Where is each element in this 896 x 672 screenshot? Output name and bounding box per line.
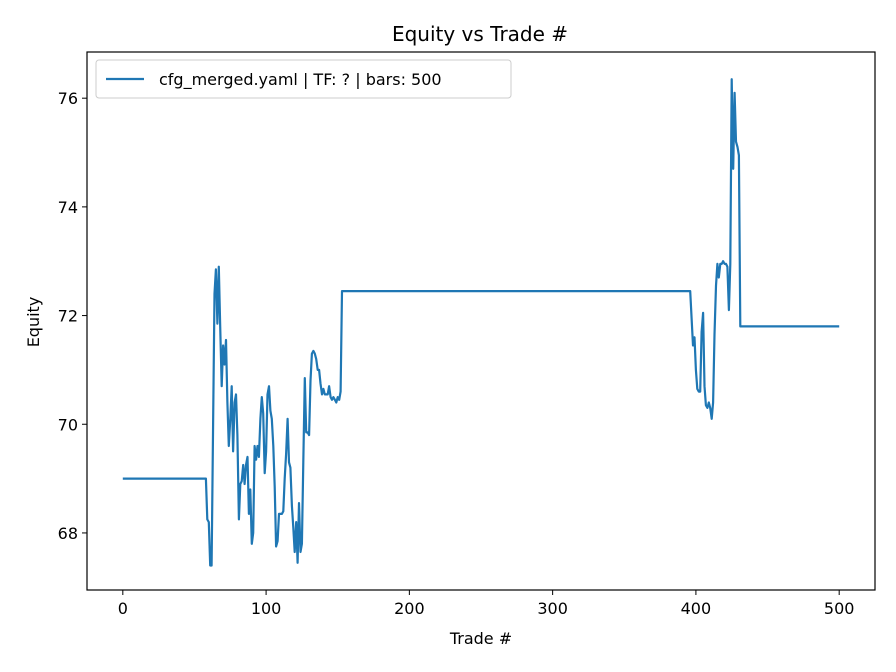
x-tick-label: 0 [118,599,128,618]
y-axis-ticks: 68 70 72 74 76 [58,89,87,543]
plot-frame [86,51,876,591]
y-axis-label: Equity [24,297,43,348]
y-tick-label: 76 [58,89,78,108]
legend: cfg_merged.yaml | TF: ? | bars: 500 [95,59,512,99]
series-line-0 [122,78,840,567]
x-tick-label: 500 [824,599,855,618]
y-tick-label: 72 [58,307,78,326]
x-tick-label: 400 [681,599,712,618]
x-tick-label: 300 [537,599,568,618]
legend-box [95,59,512,99]
legend-entry: cfg_merged.yaml | TF: ? | bars: 500 [159,70,442,90]
series-lines [122,78,840,567]
y-tick-label: 70 [58,415,78,434]
x-tick-label: 200 [394,599,425,618]
chart-title: Equity vs Trade # [392,22,568,46]
x-axis-label: Trade # [449,629,512,648]
y-tick-label: 68 [58,524,78,543]
x-tick-label: 100 [251,599,282,618]
y-tick-label: 74 [58,198,78,217]
x-axis-ticks: 0 100 200 300 400 500 [118,590,855,618]
